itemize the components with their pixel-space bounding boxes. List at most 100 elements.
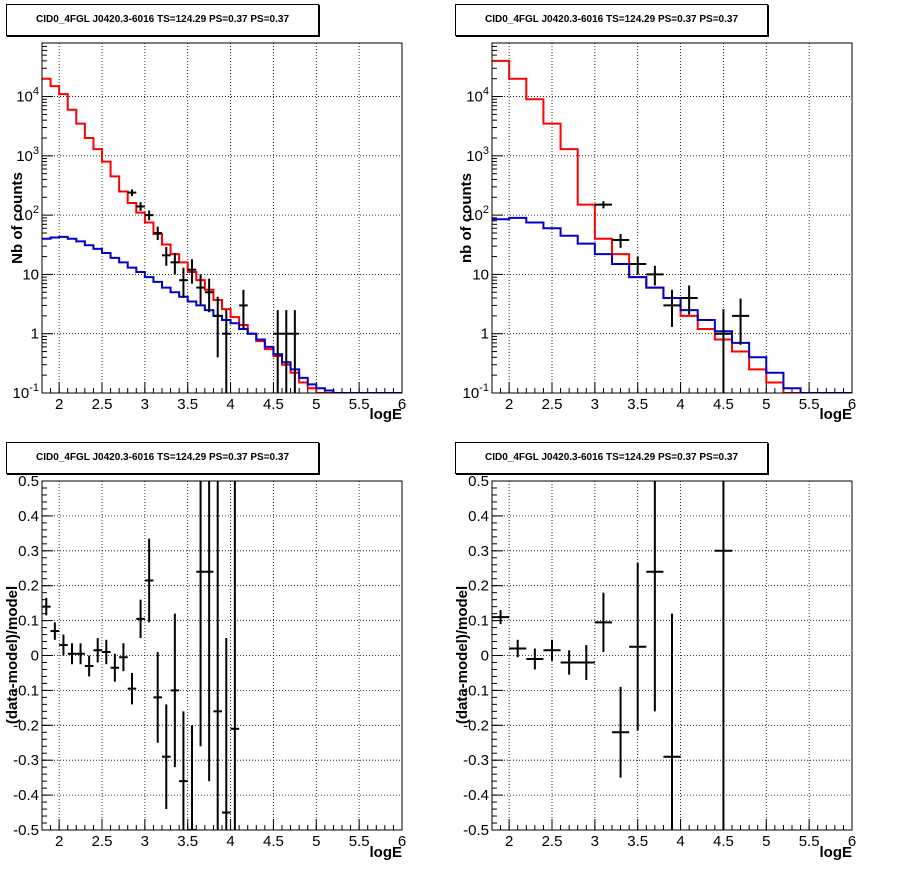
data-point (492, 610, 510, 625)
data-point (680, 285, 698, 315)
x-tick-label: 3 (591, 833, 599, 850)
data-point (732, 298, 750, 345)
data-point (59, 634, 68, 656)
y-tick-label: 0.5 (468, 473, 489, 490)
series-group (492, 481, 732, 830)
data-point (273, 310, 282, 393)
data-point (76, 643, 85, 665)
chart-title: CID0_4FGL J0420.3-6016 TS=124.29 PS=0.37… (6, 4, 319, 36)
y-axis-label: (data-model)/model (4, 586, 21, 724)
y-tick-label: 1 (31, 326, 39, 343)
series-model-total-line (42, 77, 402, 393)
data-point (282, 310, 291, 393)
series-group (42, 481, 240, 830)
data-point (144, 210, 154, 221)
chart-title: CID0_4FGL J0420.3-6016 TS=124.29 PS=0.37… (455, 442, 768, 474)
chart-title: CID0_4FGL J0420.3-6016 TS=124.29 PS=0.37… (455, 4, 768, 36)
data-point (84, 655, 94, 677)
x-tick-label: 5.5 (349, 396, 370, 413)
x-tick-label: 3.5 (177, 396, 198, 413)
data-point (560, 650, 578, 675)
x-axis-label: logE (370, 406, 403, 423)
y-tick-label: 10-1 (13, 382, 39, 402)
data-point (612, 234, 630, 248)
data-point (222, 638, 231, 830)
x-tick-label: 2.5 (92, 396, 113, 413)
x-tick-label: 3.5 (177, 833, 198, 850)
x-tick-label: 3.5 (627, 833, 648, 850)
x-tick-label: 6 (848, 396, 856, 413)
data-point (629, 256, 647, 275)
data-point (663, 613, 681, 830)
data-point (204, 481, 214, 782)
y-tick-label: -0.5 (463, 822, 489, 839)
y-tick-label: -0.3 (13, 752, 39, 769)
data-point (213, 481, 222, 830)
x-axis-label: logE (370, 844, 403, 861)
x-tick-label: 4.5 (263, 833, 284, 850)
data-point (646, 481, 664, 712)
y-tick-label: 104 (466, 86, 489, 106)
y-tick-label: -0.2 (13, 717, 39, 734)
x-axis-label: logE (820, 844, 853, 861)
y-tick-label: 0.4 (18, 508, 39, 525)
data-point (170, 252, 180, 275)
x-tick-label: 2.5 (542, 396, 563, 413)
x-tick-label: 6 (848, 833, 856, 850)
x-tick-label: 2.5 (542, 833, 563, 850)
y-tick-label: 0 (31, 648, 39, 665)
y-tick-label: 0.4 (468, 508, 489, 525)
x-tick-label: 4.5 (263, 396, 284, 413)
data-point (144, 538, 154, 623)
data-point (127, 672, 137, 705)
grid (42, 481, 402, 830)
x-tick-label: 5.5 (799, 396, 820, 413)
plot-frame (41, 480, 403, 831)
x-tick-label: 3 (591, 396, 599, 413)
x-tick-label: 5 (312, 396, 320, 413)
x-tick-label: 4 (676, 396, 684, 413)
chart-bottom-left: 2 2.5 3 3.5 4 4.5 5 5.5 6 -0.5 -0.4 -0.3 -0.2 -0.1 0 0.… (4, 473, 406, 861)
data-point (213, 296, 222, 358)
grid (492, 43, 852, 393)
data-point (646, 265, 664, 286)
y-tick-label: -0.2 (463, 717, 489, 734)
data-point (136, 599, 145, 639)
x-tick-label: 5 (762, 833, 770, 850)
y-tick-label: -0.4 (13, 787, 39, 804)
y-tick-label: -0.4 (463, 787, 489, 804)
data-point (230, 481, 240, 830)
data-point (153, 652, 162, 743)
data-point (67, 643, 77, 665)
data-point (714, 481, 732, 830)
y-axis-label: (data-model)/model (454, 586, 471, 724)
y-tick-label: 10-1 (463, 382, 489, 402)
y-tick-label: 0.1 (18, 613, 39, 630)
y-tick-label: -0.3 (463, 752, 489, 769)
y-tick-label: -0.1 (13, 682, 39, 699)
data-point (179, 711, 188, 830)
data-point (577, 645, 595, 680)
data-point (127, 189, 137, 197)
data-point (196, 481, 205, 747)
x-tick-label: 6 (398, 396, 406, 413)
data-point (187, 725, 197, 830)
x-tick-label: 2 (55, 833, 63, 850)
y-tick-label: 104 (16, 86, 39, 106)
data-point (93, 638, 102, 663)
x-tick-label: 3 (141, 396, 149, 413)
y-tick-label: 0.3 (18, 543, 39, 560)
data-point (110, 653, 120, 682)
x-tick-label: 4 (676, 833, 684, 850)
chart-top-left: 2 2.5 3 3.5 4 4.5 5 5.5 6 10-1 1 10 102 103 104 logE Nb … (9, 42, 406, 423)
minor-ticks (41, 42, 403, 393)
data-point (162, 704, 171, 810)
data-point (239, 289, 248, 330)
x-tick-label: 5 (312, 833, 320, 850)
data-point (196, 274, 205, 306)
series-model-background-line (42, 235, 402, 393)
data-point (204, 278, 214, 313)
x-tick-label: 4.5 (713, 833, 734, 850)
chart-top-right: 2 2.5 3 3.5 4 4.5 5 5.5 6 10-1 1 10 102 103 104 logE nb … (458, 42, 856, 423)
